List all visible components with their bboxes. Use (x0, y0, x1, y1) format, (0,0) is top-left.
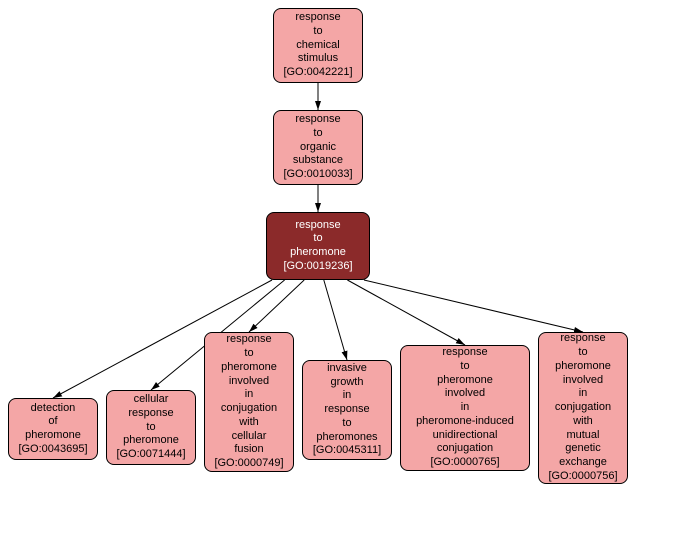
graph-edge (364, 280, 583, 332)
node-label: invasivegrowthinresponsetopheromones[GO:… (313, 362, 381, 458)
node-label: responsetopheromone[GO:0019236] (283, 219, 352, 274)
node-label: detectionofpheromone[GO:0043695] (18, 402, 87, 457)
graph-node: responsetoorganicsubstance[GO:0010033] (273, 110, 363, 185)
graph-node: detectionofpheromone[GO:0043695] (8, 398, 98, 460)
graph-edge (324, 280, 347, 360)
graph-node: responsetopheromoneinvolvedinconjugation… (538, 332, 628, 484)
graph-node: invasivegrowthinresponsetopheromones[GO:… (302, 360, 392, 460)
node-label: responsetopheromoneinvolvedinconjugation… (214, 333, 283, 471)
graph-edge (347, 280, 465, 345)
node-label: cellularresponsetopheromone[GO:0071444] (116, 393, 185, 462)
node-label: responsetopheromoneinvolvedinconjugation… (548, 332, 617, 483)
graph-edge (249, 280, 304, 332)
graph-node: responsetochemicalstimulus[GO:0042221] (273, 8, 363, 83)
node-label: responsetopheromoneinvolvedinpheromone-i… (416, 346, 514, 470)
graph-node: cellularresponsetopheromone[GO:0071444] (106, 390, 196, 465)
graph-node: responsetopheromone[GO:0019236] (266, 212, 370, 280)
graph-node: responsetopheromoneinvolvedinpheromone-i… (400, 345, 530, 471)
graph-node: responsetopheromoneinvolvedinconjugation… (204, 332, 294, 472)
node-label: responsetoorganicsubstance[GO:0010033] (283, 113, 352, 182)
node-label: responsetochemicalstimulus[GO:0042221] (283, 11, 352, 80)
